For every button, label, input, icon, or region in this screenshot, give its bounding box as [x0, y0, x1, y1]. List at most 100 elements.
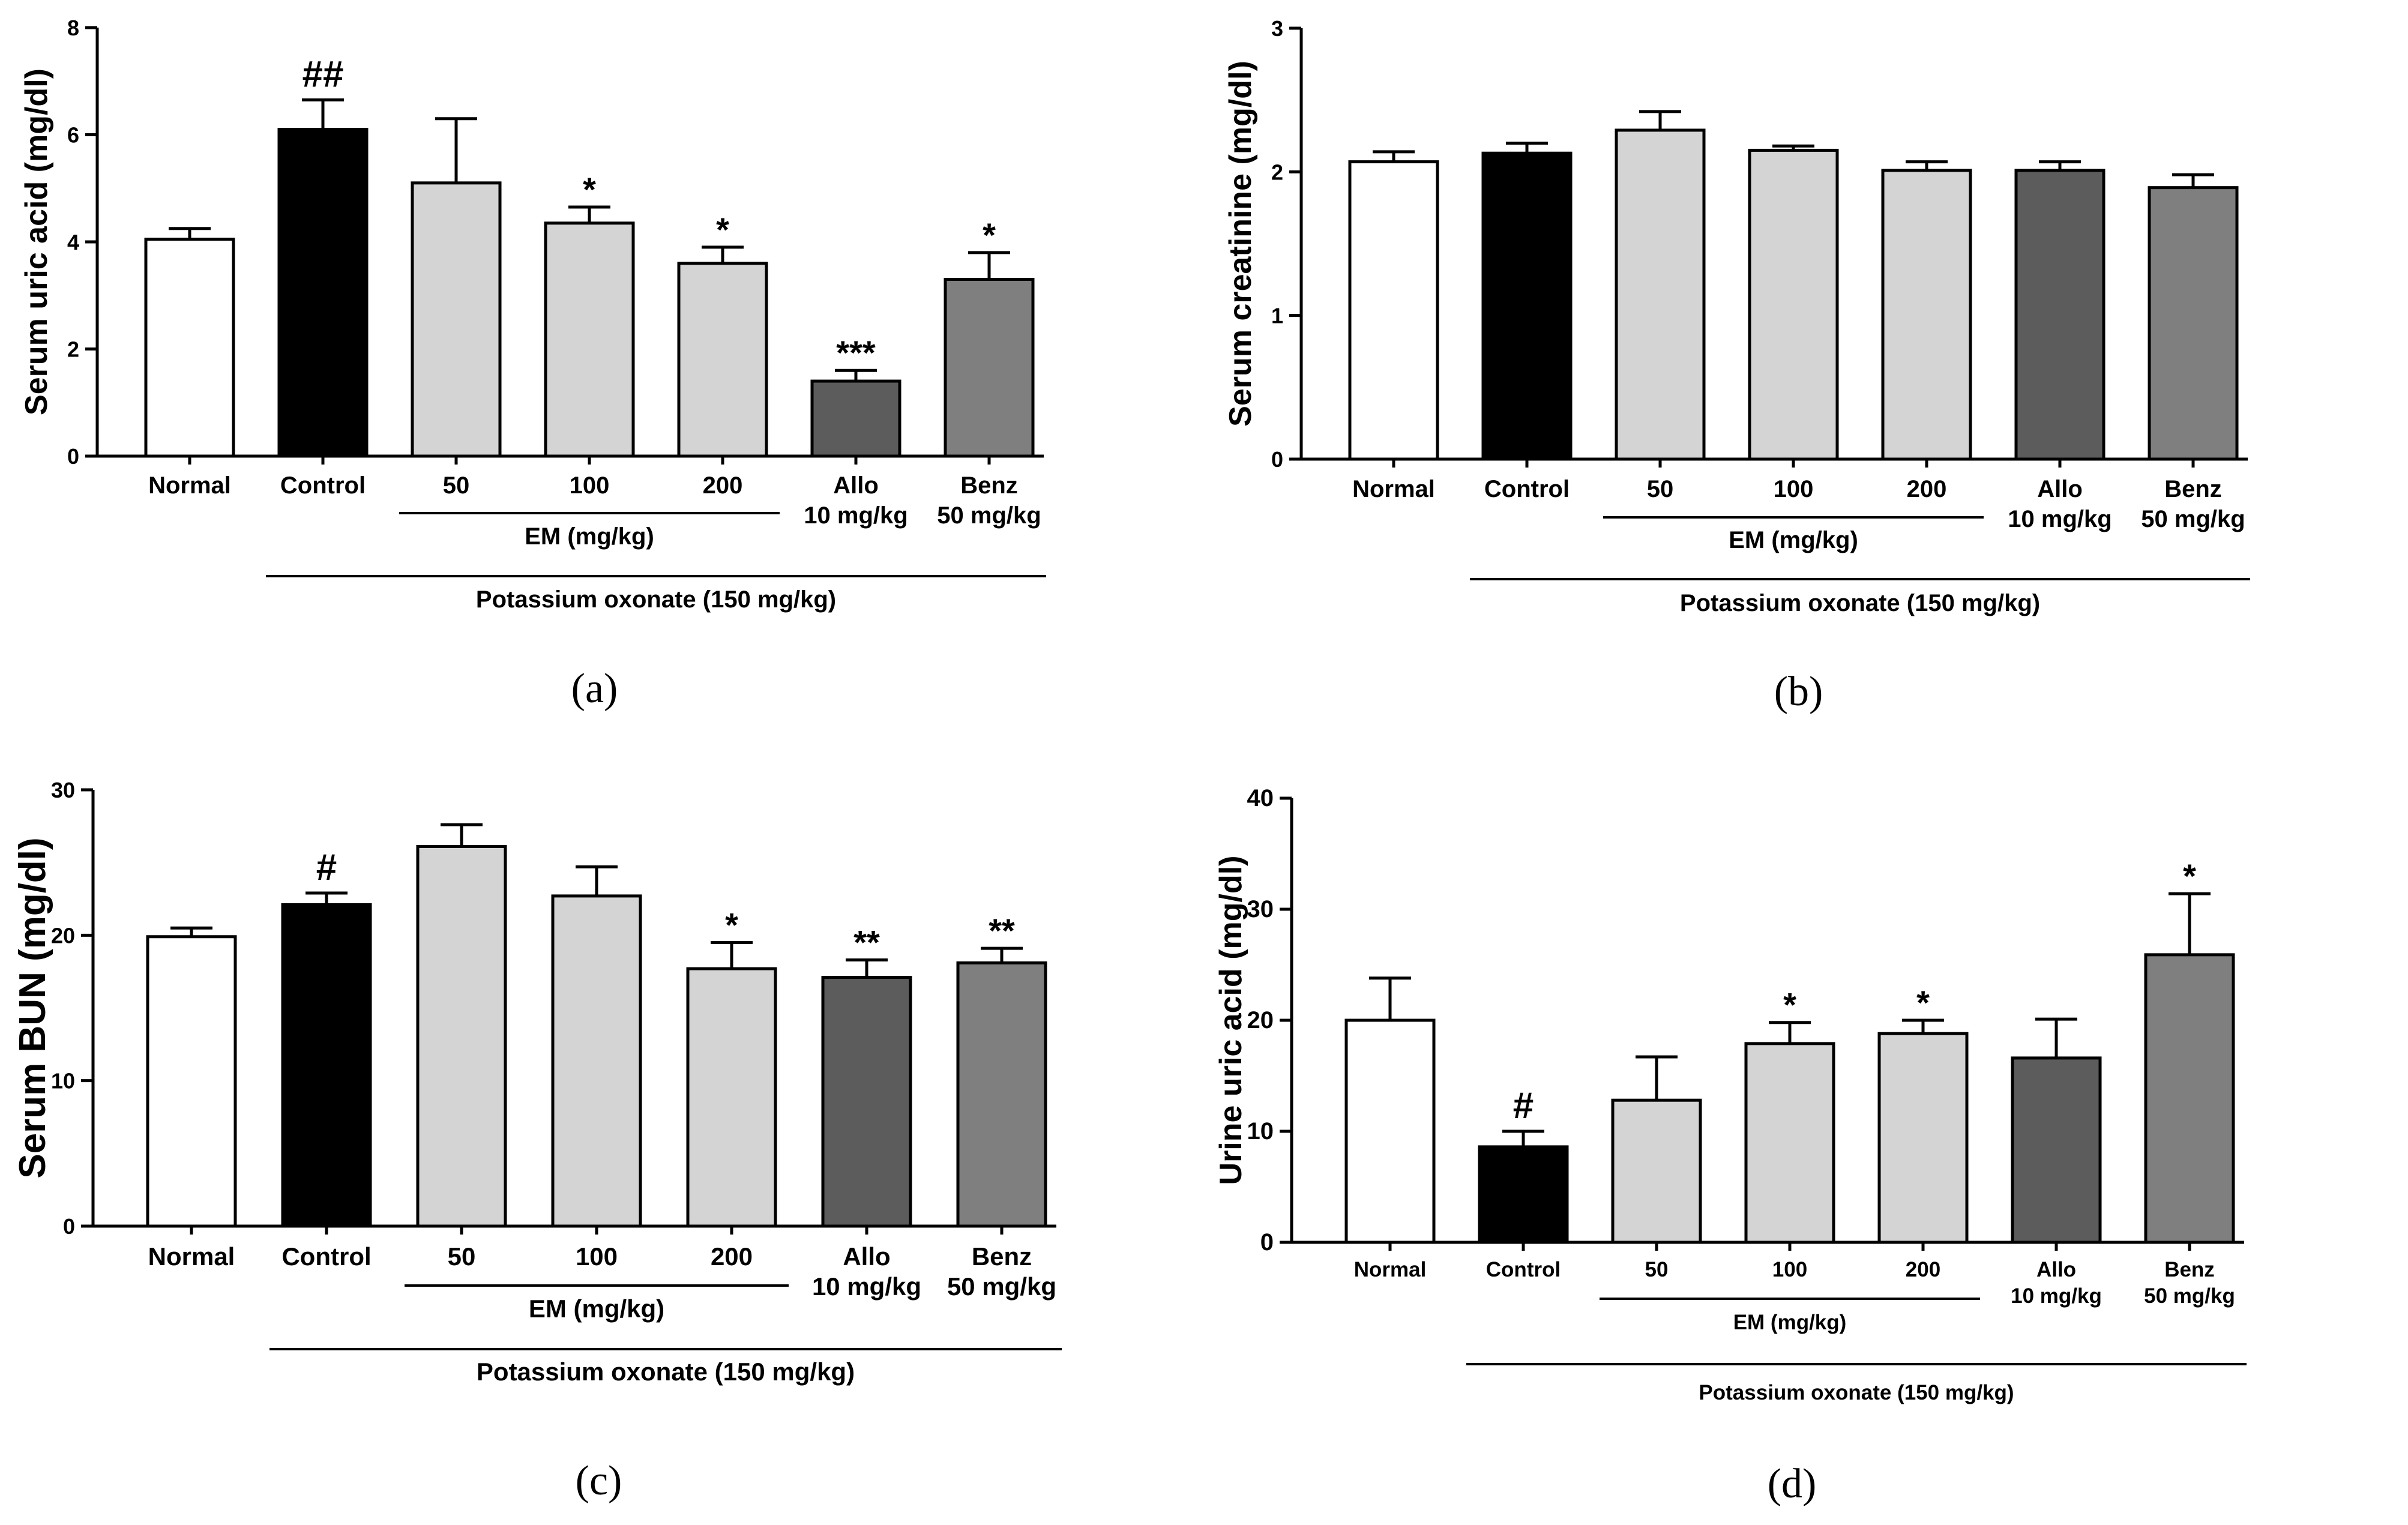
significance-mark: *	[1783, 986, 1796, 1024]
bar	[1615, 128, 1706, 461]
bar	[2148, 186, 2239, 461]
category-label: 10 mg/kg	[812, 1272, 921, 1301]
y-tick-label: 4	[67, 230, 79, 254]
y-tick-label: 2	[1271, 160, 1283, 184]
category-label: Allo	[2036, 1258, 2076, 1281]
chart-svg-c: 0 10 20 30 Serum BUN (mg/dl) Normal # Control 50…	[12, 778, 1062, 1504]
chart-panel-a: 0 2 4 6 8 Serum uric acid (mg/dl) Normal ## Cont…	[0, 0, 1204, 762]
y-tick-label: 1	[1271, 304, 1283, 328]
y-axis-title: Serum BUN (mg/dl)	[12, 837, 53, 1178]
em-group-label: EM (mg/kg)	[525, 523, 654, 550]
chart-panel-b: 0 1 2 3 Serum creatinine (mg/dl) Normal Contro…	[1204, 0, 2408, 762]
y-tick-label: 6	[67, 123, 79, 148]
bar	[551, 894, 642, 1228]
bar	[411, 181, 502, 458]
category-label: 10 mg/kg	[804, 502, 908, 529]
panel-caption: (c)	[576, 1458, 622, 1504]
em-group-label: EM (mg/kg)	[1733, 1311, 1847, 1334]
category-label: Control	[1484, 476, 1570, 502]
y-tick-label: 40	[1247, 785, 1274, 811]
significance-mark: *	[2183, 857, 2196, 895]
y-tick-label: 20	[1247, 1007, 1274, 1033]
oxonate-group-label: Potassium oxonate (150 mg/kg)	[1680, 590, 2040, 616]
category-label: Allo	[843, 1242, 890, 1271]
bar	[1481, 151, 1573, 461]
panel-caption: (d)	[1768, 1461, 1817, 1507]
category-label: Normal	[1352, 476, 1435, 502]
chart-svg-b: 0 1 2 3 Serum creatinine (mg/dl) Normal Contro…	[1223, 16, 2250, 715]
y-tick-label: 10	[51, 1069, 75, 1093]
y-tick-label: 0	[63, 1214, 75, 1239]
bar	[1344, 1018, 1436, 1244]
oxonate-group-label: Potassium oxonate (150 mg/kg)	[476, 586, 836, 613]
em-group-label: EM (mg/kg)	[1729, 527, 1858, 553]
oxonate-group-label: Potassium oxonate (150 mg/kg)	[477, 1358, 855, 1386]
significance-mark: *	[725, 906, 738, 943]
bar	[1348, 160, 1439, 461]
category-label: 100	[570, 472, 610, 499]
chart-svg-d: 0 10 20 30 40 Urine uric acid (mg/dl) Normal # C…	[1214, 785, 2247, 1507]
bar	[810, 379, 901, 458]
significance-mark: *	[1916, 984, 1930, 1021]
significance-mark: ***	[836, 334, 876, 371]
bar	[277, 128, 369, 458]
chart-panel-d: 0 10 20 30 40 Urine uric acid (mg/dl) Normal # C…	[1204, 762, 2408, 1524]
y-tick-label: 30	[1247, 896, 1274, 922]
bar	[677, 262, 768, 458]
y-tick-label: 10	[1247, 1118, 1274, 1145]
category-label: Benz	[2164, 1258, 2215, 1281]
bar	[1611, 1098, 1702, 1244]
category-label: 10 mg/kg	[2008, 506, 2112, 532]
category-label: Normal	[148, 1242, 235, 1271]
bar	[1478, 1145, 1569, 1244]
category-label: Normal	[1354, 1258, 1427, 1281]
category-label: 10 mg/kg	[2011, 1284, 2102, 1308]
category-label: 50	[1647, 476, 1674, 502]
bar	[956, 961, 1047, 1228]
y-tick-label: 30	[51, 778, 75, 802]
significance-mark: **	[989, 912, 1015, 949]
category-label: 50 mg/kg	[2144, 1284, 2235, 1308]
category-label: Control	[281, 1242, 371, 1271]
y-tick-label: 3	[1271, 16, 1283, 41]
y-tick-label: 0	[1260, 1229, 1274, 1256]
bar	[2144, 953, 2235, 1244]
category-label: Control	[1486, 1258, 1561, 1281]
y-tick-label: 8	[67, 16, 79, 40]
bar	[821, 976, 912, 1228]
category-label: Benz	[960, 472, 1018, 499]
em-group-label: EM (mg/kg)	[529, 1295, 664, 1323]
bar	[1881, 169, 1972, 461]
category-label: Normal	[148, 472, 231, 499]
chart-panel-c: 0 10 20 30 Serum BUN (mg/dl) Normal # Control 50…	[0, 762, 1204, 1524]
bar	[944, 277, 1035, 458]
category-label: Benz	[972, 1242, 1032, 1271]
category-label: 50	[1645, 1258, 1669, 1281]
significance-mark: *	[716, 211, 729, 248]
significance-mark: *	[583, 170, 596, 208]
chart-svg-a: 0 2 4 6 8 Serum uric acid (mg/dl) Normal ## Cont…	[19, 16, 1046, 712]
bar	[2014, 169, 2105, 461]
significance-mark: **	[853, 924, 880, 961]
category-label: 50 mg/kg	[937, 502, 1041, 529]
category-label: 100	[576, 1242, 618, 1271]
y-tick-label: 0	[67, 444, 79, 469]
bar	[2011, 1056, 2102, 1244]
bar	[1744, 1042, 1835, 1244]
category-label: 200	[1906, 1258, 1940, 1281]
y-tick-label: 2	[67, 337, 79, 362]
significance-mark: #	[1513, 1085, 1534, 1126]
oxonate-group-label: Potassium oxonate (150 mg/kg)	[1699, 1381, 2014, 1404]
bar	[146, 935, 237, 1228]
y-axis-title: Serum uric acid (mg/dl)	[19, 68, 54, 415]
category-label: 200	[1907, 476, 1947, 502]
bar	[144, 238, 235, 458]
bar	[686, 967, 777, 1228]
y-axis-title: Serum creatinine (mg/dl)	[1223, 61, 1258, 427]
category-label: 50	[448, 1242, 476, 1271]
significance-mark: *	[983, 216, 996, 254]
significance-mark: ##	[303, 53, 344, 95]
panel-caption: (b)	[1774, 669, 1823, 715]
category-label: Allo	[2037, 476, 2083, 502]
